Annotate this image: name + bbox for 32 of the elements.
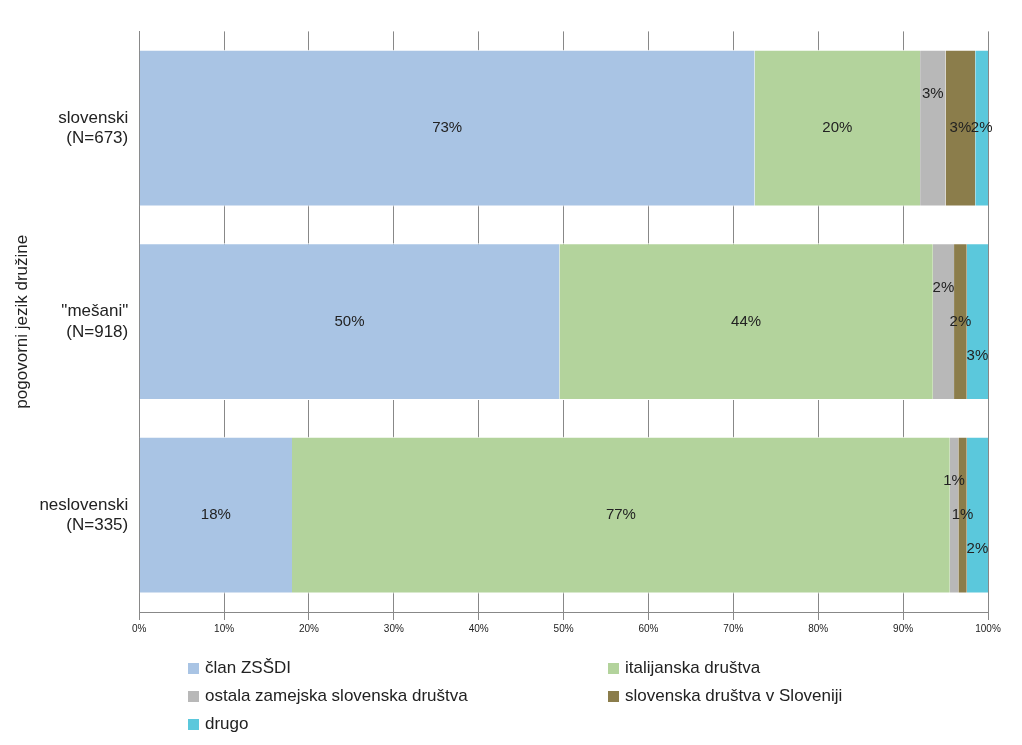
x-tick-label: 100% bbox=[975, 622, 1001, 634]
x-tick-label: 70% bbox=[723, 622, 744, 634]
x-tick-label: 50% bbox=[553, 622, 574, 634]
y-tick-label: "mešani" (N=918) bbox=[61, 301, 129, 341]
legend-label: italijanska društva bbox=[625, 658, 761, 678]
x-tick-label: 0% bbox=[132, 622, 147, 634]
data-label: 3% bbox=[949, 118, 972, 136]
x-tick-label: 90% bbox=[893, 622, 914, 634]
x-tick-label: 30% bbox=[383, 622, 404, 634]
data-label: 44% bbox=[731, 311, 762, 329]
x-tick-label: 80% bbox=[808, 622, 829, 634]
data-label: 20% bbox=[822, 118, 853, 136]
data-label: 50% bbox=[334, 311, 365, 329]
data-label: 1% bbox=[943, 471, 965, 489]
x-tick-label: 20% bbox=[298, 622, 320, 634]
data-label: 77% bbox=[605, 505, 636, 523]
data-label: 3% bbox=[966, 345, 989, 363]
data-label: 2% bbox=[966, 539, 989, 557]
data-label: 18% bbox=[200, 505, 231, 523]
x-tick-label: 40% bbox=[468, 622, 489, 634]
x-tick-label: 60% bbox=[638, 622, 659, 634]
y-tick-label: slovenski (N=673) bbox=[58, 107, 129, 148]
y-axis-title: pogovorni jezik družine bbox=[11, 234, 31, 409]
data-label: 73% bbox=[432, 118, 463, 136]
legend-label: član ZSŠDI bbox=[205, 658, 291, 678]
y-tick-label: neslovenski (N=335) bbox=[39, 494, 129, 535]
x-tick-label: 10% bbox=[214, 622, 235, 634]
legend-label: slovenska društva v Sloveniji bbox=[625, 686, 843, 706]
data-label: 3% bbox=[921, 84, 944, 102]
data-label: 2% bbox=[932, 277, 955, 295]
legend-label: ostala zamejska slovenska društva bbox=[205, 686, 468, 706]
legend-label: drugo bbox=[205, 714, 249, 734]
